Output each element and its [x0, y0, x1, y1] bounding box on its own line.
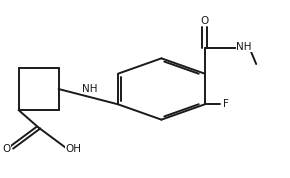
- Text: O: O: [2, 145, 10, 155]
- Text: F: F: [223, 99, 229, 109]
- Text: OH: OH: [66, 144, 82, 154]
- Text: NH: NH: [236, 41, 252, 51]
- Text: NH: NH: [82, 84, 97, 94]
- Text: O: O: [201, 16, 209, 26]
